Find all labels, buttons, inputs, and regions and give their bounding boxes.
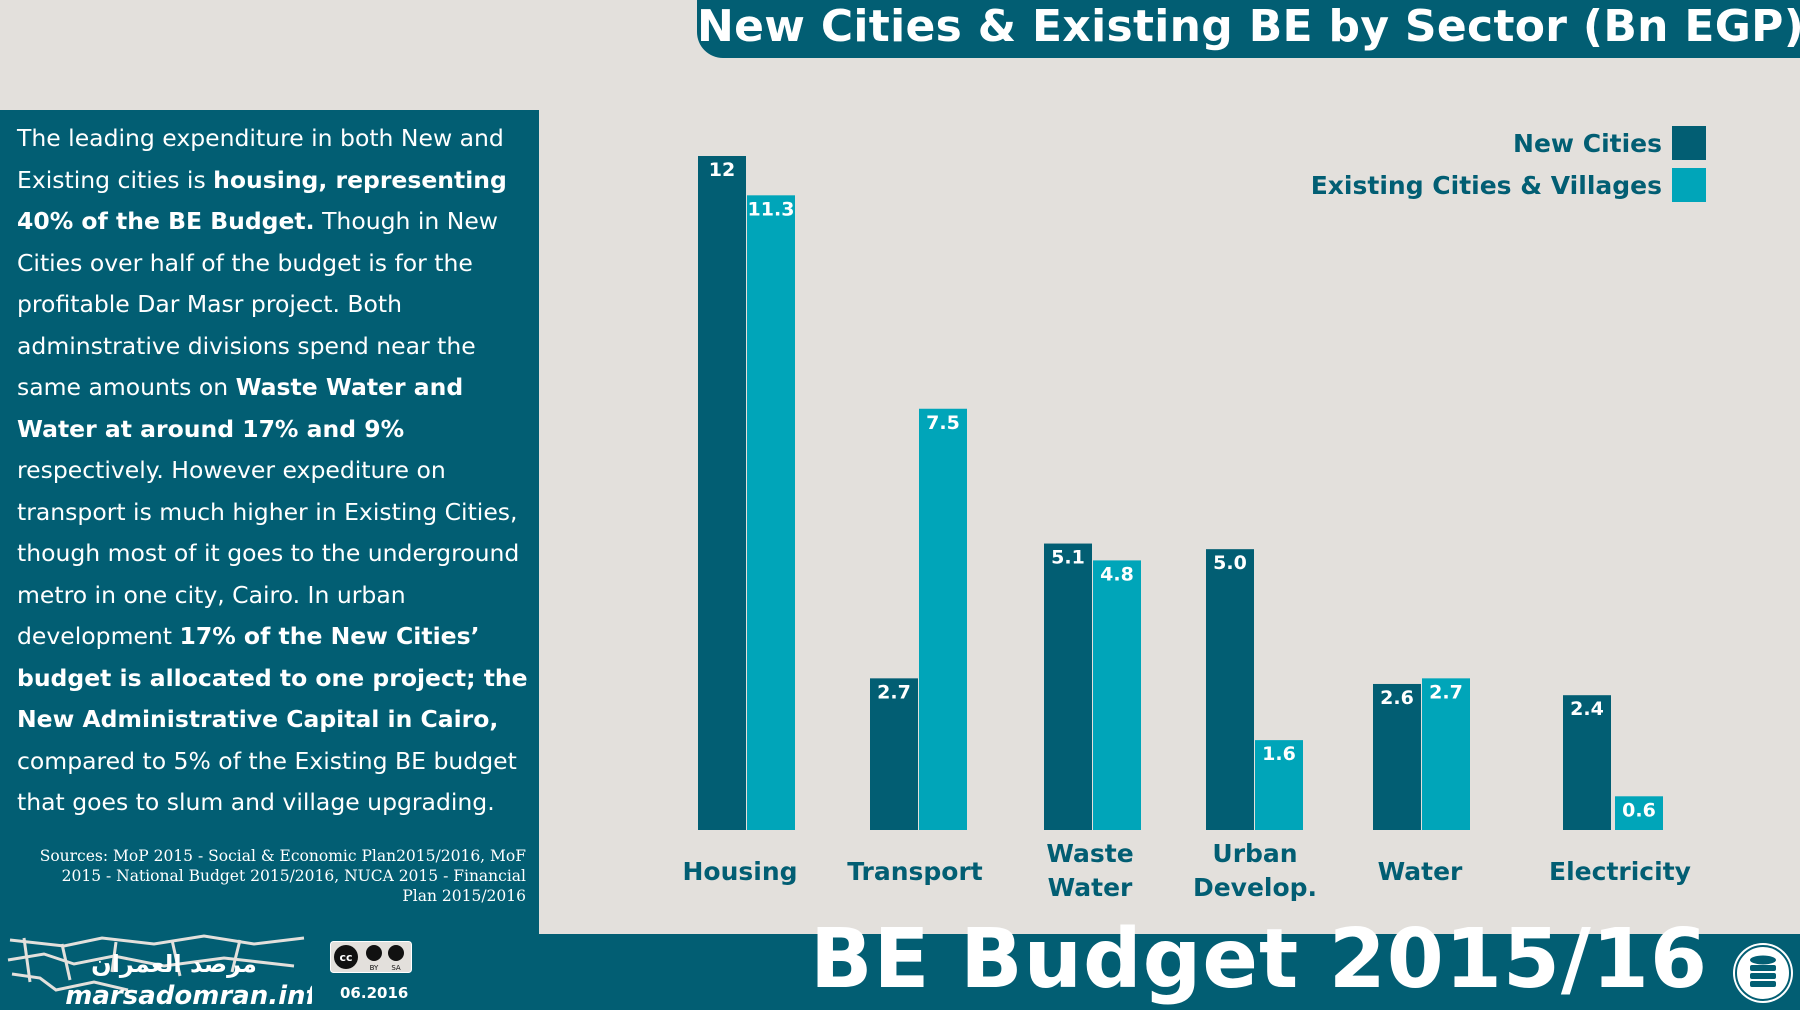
bar-new-cities (1206, 549, 1254, 830)
category-label: Housing (682, 857, 797, 886)
bar-new-cities (1044, 543, 1092, 830)
summary-text-run: 17% of the New Cities’ budget is allocat… (17, 622, 528, 733)
summary-text-run: respectively. However expediture on tran… (17, 456, 520, 650)
category-label: Develop. (1193, 873, 1317, 902)
data-label: 7.5 (926, 412, 960, 434)
category-label: Transport (847, 857, 983, 886)
bar-new-cities (870, 678, 918, 830)
summary-text-run: Waste Water and Water at around 17% and … (17, 373, 464, 443)
sources-note: Sources: MoP 2015 - Social & Economic Pl… (39, 847, 526, 905)
data-label: 5.0 (1213, 552, 1247, 574)
summary-text: The leading expenditure in both New and … (17, 118, 535, 824)
legend-swatch (1672, 168, 1706, 202)
data-label: 0.6 (1622, 799, 1656, 821)
data-label: 4.8 (1100, 563, 1134, 585)
data-label: 2.6 (1380, 687, 1414, 709)
data-label: 1.6 (1262, 743, 1296, 765)
publication-date: 06.2016 (340, 984, 409, 1002)
data-label: 2.4 (1570, 698, 1604, 720)
category-label: Electricity (1549, 857, 1691, 886)
bar-existing-cities (1093, 560, 1141, 830)
legend-label: New Cities (1513, 129, 1662, 158)
data-label: 11.3 (748, 198, 795, 220)
by-icon-text: BY (370, 964, 379, 972)
cc-icon-text: cc (339, 951, 352, 964)
bar-existing-cities (1422, 678, 1470, 830)
data-label: 12 (709, 159, 735, 181)
summary-text-run: The leading expenditure in both New and … (17, 124, 504, 194)
category-label: Water (1048, 873, 1133, 902)
bar-new-cities (1563, 695, 1611, 830)
legend-swatch (1672, 126, 1706, 160)
data-label: 5.1 (1051, 547, 1085, 569)
footer-title: BE Budget 2015/16 (810, 912, 1708, 1007)
category-label: Waste (1046, 839, 1133, 868)
summary-panel: The leading expenditure in both New and … (0, 110, 539, 934)
chart-title-banner: New Cities & Existing BE by Sector (Bn E… (697, 0, 1800, 58)
data-label: 2.7 (1429, 681, 1463, 703)
sa-icon-text: SA (391, 964, 401, 972)
bar-existing-cities (1255, 740, 1303, 830)
logo-arabic-text: مرصد العمران (91, 950, 257, 978)
summary-text-run: compared to 5% of the Existing BE budget… (17, 746, 517, 817)
category-label: Water (1378, 857, 1463, 886)
bar-new-cities (1373, 683, 1421, 830)
data-label: 2.7 (877, 681, 911, 703)
coin-stack-icon (1733, 943, 1793, 1003)
summary-text-run: Though in New Cities over half of the bu… (17, 207, 499, 401)
chart-title: New Cities & Existing BE by Sector (Bn E… (697, 1, 1800, 52)
bar-existing-cities (919, 408, 967, 830)
summary-text-run: housing, representing 40% of the BE Budg… (17, 165, 507, 236)
bar-existing-cities (1615, 796, 1663, 830)
bar-existing-cities (747, 195, 795, 831)
logo-text: marsadomran.info (65, 981, 312, 1010)
category-label: Urban (1212, 839, 1297, 868)
marsad-omran-logo: مرصد العمران marsadomran.info (4, 932, 312, 1010)
creative-commons-icon: cc BY SA (330, 941, 412, 973)
legend-label: Existing Cities & Villages (1311, 171, 1662, 200)
bar-new-cities (698, 156, 746, 830)
